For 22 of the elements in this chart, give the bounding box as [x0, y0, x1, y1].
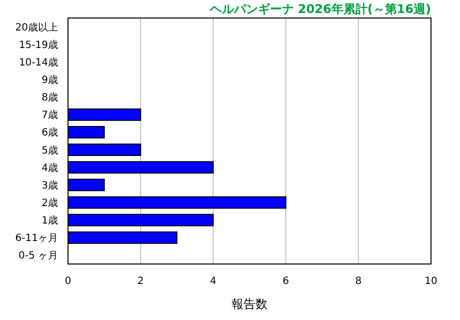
y-tick-label: 0-5 ヶ月	[18, 250, 58, 262]
y-tick-label: 6歳	[42, 126, 58, 139]
y-tick-label: 6-11ヶ月	[15, 233, 58, 244]
chart-title: ヘルパンギーナ 2026年累計(～第16週)	[208, 2, 431, 16]
x-tick-label: 10	[424, 276, 438, 287]
x-axis-title: 報告数	[232, 297, 268, 311]
y-tick-label: 2歳	[42, 197, 58, 209]
y-tick-label: 7歳	[42, 109, 58, 122]
x-tick-label: 6	[282, 276, 289, 287]
x-tick-label: 0	[64, 276, 72, 287]
x-tick-label: 8	[355, 276, 362, 287]
y-tick-label: 9歳	[42, 74, 58, 86]
y-tick-label: 1歳	[42, 214, 58, 227]
y-tick-label: 10-14歳	[18, 56, 58, 68]
y-tick-label: 5歳	[42, 144, 58, 156]
x-tick-label: 2	[137, 276, 144, 287]
y-tick-label: 4歳	[42, 162, 58, 174]
y-tick-label: 3歳	[42, 179, 58, 192]
x-tick-label: 4	[210, 276, 216, 287]
y-tick-label: 15-19歳	[18, 38, 58, 51]
y-tick-label: 8歳	[42, 92, 58, 104]
y-tick-label: 20歳以上	[15, 21, 58, 34]
